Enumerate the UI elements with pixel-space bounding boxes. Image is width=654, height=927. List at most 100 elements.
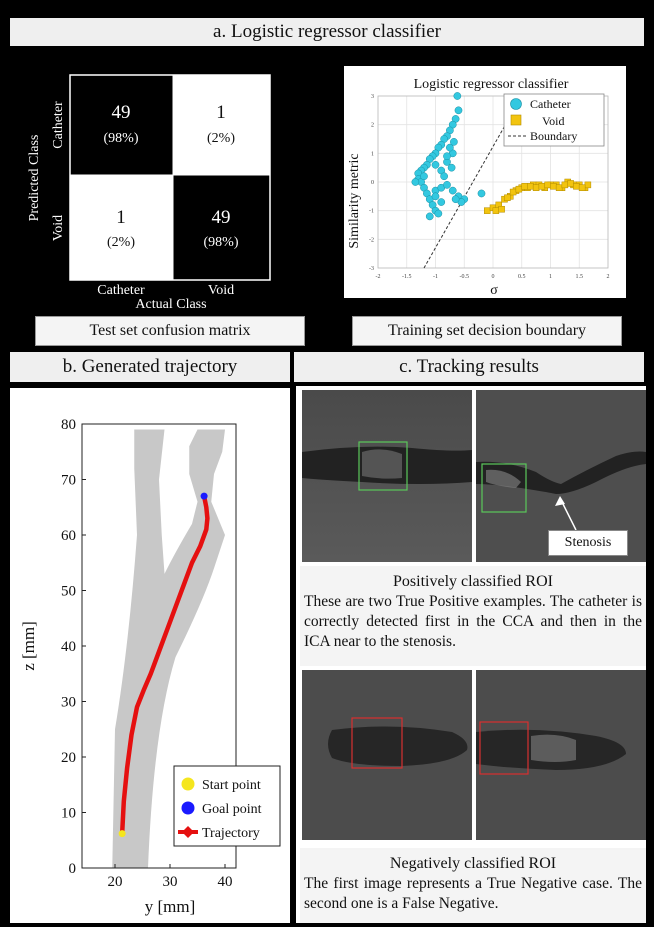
cell-tl-count: 49 xyxy=(112,102,131,123)
section-a-title: a. Logistic regressor classifier xyxy=(10,18,644,46)
scatter-xtick-label: 1.5 xyxy=(576,274,584,280)
col-label-void: Void xyxy=(208,283,234,298)
us-image-pos-1 xyxy=(302,390,472,562)
row-label-catheter: Catheter xyxy=(51,101,66,149)
actual-class-label: Actual Class xyxy=(135,297,206,310)
catheter-point xyxy=(425,212,434,221)
scatter-ytick-label: 3 xyxy=(371,94,374,100)
void-point xyxy=(550,183,557,190)
catheter-point xyxy=(446,143,454,152)
catheter-point xyxy=(443,181,451,189)
cell-tr-count: 1 xyxy=(216,102,226,123)
scatter-axes-box xyxy=(377,95,609,269)
void-point xyxy=(498,205,505,213)
scatter-title: Logistic regressor classifier xyxy=(414,77,569,92)
catheter-point xyxy=(434,209,443,218)
catheter-point xyxy=(443,152,451,161)
scatter-xtick-label: 1 xyxy=(549,274,552,280)
goal-point xyxy=(200,492,208,500)
scatter-caption: Training set decision boundary xyxy=(352,316,622,346)
catheter-point xyxy=(411,178,420,186)
catheter-point xyxy=(454,106,463,115)
void-point xyxy=(492,207,500,214)
cell-bl xyxy=(70,175,173,280)
catheter-point xyxy=(431,192,440,201)
catheter-point xyxy=(437,198,446,206)
legend-void-label: Void xyxy=(542,114,564,128)
void-point xyxy=(509,188,517,196)
trajectory-ytick-label: 60 xyxy=(61,528,76,544)
trajectory-line xyxy=(119,493,210,836)
legend-catheter-marker xyxy=(510,98,522,110)
us-image-neg-1-drawing xyxy=(302,670,472,840)
void-point xyxy=(578,184,586,191)
us-image-pos-1-drawing xyxy=(302,390,472,562)
cell-br-count: 49 xyxy=(212,207,231,228)
cell-tr-pct: (2%) xyxy=(207,131,235,146)
cell-bl-count: 1 xyxy=(116,207,126,228)
void-point xyxy=(567,180,574,187)
catheter-point xyxy=(447,163,456,172)
void-point xyxy=(561,181,569,189)
roi-box-red-1 xyxy=(351,717,403,769)
trajectory-xtick-label: 30 xyxy=(163,874,178,890)
void-point xyxy=(532,184,540,191)
void-point xyxy=(484,207,491,214)
void-point xyxy=(538,183,546,190)
scatter-xtick-label: 0.5 xyxy=(518,274,526,280)
legend-boundary-label: Boundary xyxy=(530,129,577,143)
cell-br-pct: (98%) xyxy=(204,235,239,250)
legend-start-marker xyxy=(181,777,195,791)
void-point xyxy=(515,185,523,193)
scatter-ytick-label: 2 xyxy=(371,123,374,129)
trajectory-ytick-label: 50 xyxy=(61,584,76,600)
legend-start-label: Start point xyxy=(202,778,261,793)
vessel-shape xyxy=(112,429,225,868)
negative-roi-box: Negatively classified ROI The first imag… xyxy=(300,848,646,923)
scatter-ytick-label: -2 xyxy=(369,237,374,243)
scatter-xtick-label: -0.5 xyxy=(460,274,470,280)
catheter-point xyxy=(450,138,458,146)
trajectory-ytick-label: 0 xyxy=(69,861,77,877)
legend-trajectory-label: Trajectory xyxy=(202,826,260,841)
section-b-title: b. Generated trajectory xyxy=(10,352,290,382)
roi-box-green-1 xyxy=(358,441,408,491)
legend-goal-label: Goal point xyxy=(202,802,262,817)
legend-catheter-label: Catheter xyxy=(530,97,571,111)
scatter-ytick-label: -1 xyxy=(369,209,374,215)
trajectory-xtick-label: 40 xyxy=(218,874,233,890)
trajectory-ytick-label: 40 xyxy=(61,639,76,655)
scatter-ytick-label: 0 xyxy=(371,180,374,186)
cell-tl-pct: (98%) xyxy=(104,131,139,146)
predicted-class-label: Predicted Class xyxy=(27,135,42,222)
matrix-border xyxy=(69,74,271,281)
confusion-matrix-chart: 49 (98%) 1 (2%) 1 (2%) 49 (98%) Catheter… xyxy=(20,70,300,310)
legend-void-marker xyxy=(510,114,522,126)
row-label-void: Void xyxy=(51,215,66,241)
negative-roi-title: Negatively classified ROI xyxy=(389,855,557,872)
legend-goal-marker xyxy=(181,801,195,815)
cell-tl xyxy=(69,74,174,176)
stenosis-label: Stenosis xyxy=(548,530,628,556)
trajectory-xlabel: y [mm] xyxy=(145,897,196,916)
trajectory-chart: z [mm] y [mm] 20 30 40 80 70 60 50 40 30 20 10 0 Sta… xyxy=(10,388,290,923)
us-image-neg-2 xyxy=(476,670,646,840)
stenosis-arrowhead xyxy=(555,496,565,506)
trajectory-ylabel: z [mm] xyxy=(19,621,38,671)
roi-box-green-2 xyxy=(481,463,527,513)
catheter-point xyxy=(477,189,486,198)
catheter-point xyxy=(440,172,448,181)
trajectory-ytick-label: 30 xyxy=(61,695,76,711)
negative-roi-text: The first image represents a True Negati… xyxy=(304,875,642,912)
start-point xyxy=(118,830,126,838)
cell-tr xyxy=(173,75,270,175)
confusion-caption: Test set confusion matrix xyxy=(35,316,305,346)
scatter-xtick-label: -2 xyxy=(376,274,381,280)
legend-trajectory-marker xyxy=(182,826,194,838)
catheter-point xyxy=(431,160,440,169)
scatter-xlabel: σ xyxy=(490,283,498,298)
positive-roi-title: Positively classified ROI xyxy=(393,573,553,590)
trajectory-ytick-label: 80 xyxy=(61,417,76,433)
scatter-xtick-label: 2 xyxy=(607,274,610,280)
void-point xyxy=(527,183,534,190)
